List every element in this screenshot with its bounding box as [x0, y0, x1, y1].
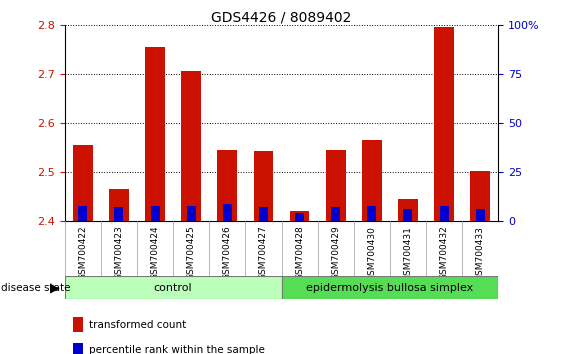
Bar — [253, 151, 274, 221]
Bar — [440, 206, 449, 221]
Bar — [73, 343, 83, 354]
Text: GSM700427: GSM700427 — [259, 225, 268, 280]
Bar — [434, 27, 454, 221]
Bar — [109, 189, 129, 221]
Bar — [476, 210, 485, 221]
Text: GDS4426 / 8089402: GDS4426 / 8089402 — [211, 11, 352, 25]
Bar — [326, 150, 346, 221]
Bar — [398, 199, 418, 221]
Text: GSM700424: GSM700424 — [150, 225, 159, 280]
Bar — [362, 140, 382, 221]
Bar — [73, 145, 93, 221]
Text: disease state: disease state — [1, 282, 73, 293]
Bar — [78, 206, 87, 221]
Text: GSM700430: GSM700430 — [367, 225, 376, 280]
Bar — [187, 206, 196, 221]
Text: GSM700429: GSM700429 — [331, 225, 340, 280]
Text: epidermolysis bullosa simplex: epidermolysis bullosa simplex — [306, 282, 473, 293]
Text: GSM700431: GSM700431 — [404, 225, 413, 280]
Text: GSM700432: GSM700432 — [440, 225, 449, 280]
Bar — [404, 210, 413, 221]
Bar — [150, 206, 159, 221]
Text: transformed count: transformed count — [88, 320, 186, 330]
Text: GSM700433: GSM700433 — [476, 225, 485, 280]
Text: GSM700426: GSM700426 — [223, 225, 232, 280]
Text: control: control — [154, 282, 193, 293]
Text: GSM700422: GSM700422 — [78, 225, 87, 280]
Bar — [181, 72, 201, 221]
Bar — [145, 47, 165, 221]
Bar — [73, 317, 83, 332]
Text: GSM700428: GSM700428 — [295, 225, 304, 280]
Text: percentile rank within the sample: percentile rank within the sample — [88, 345, 265, 354]
Bar — [470, 171, 490, 221]
Bar — [223, 204, 232, 221]
Bar — [289, 211, 310, 221]
Bar — [331, 207, 340, 221]
Bar — [282, 276, 498, 299]
Bar — [114, 207, 123, 221]
Bar — [65, 276, 282, 299]
Text: GSM700425: GSM700425 — [187, 225, 196, 280]
Text: GSM700423: GSM700423 — [114, 225, 123, 280]
Bar — [259, 207, 268, 221]
Bar — [295, 213, 304, 221]
Bar — [367, 206, 376, 221]
Text: ▶: ▶ — [50, 281, 59, 294]
Bar — [217, 150, 237, 221]
